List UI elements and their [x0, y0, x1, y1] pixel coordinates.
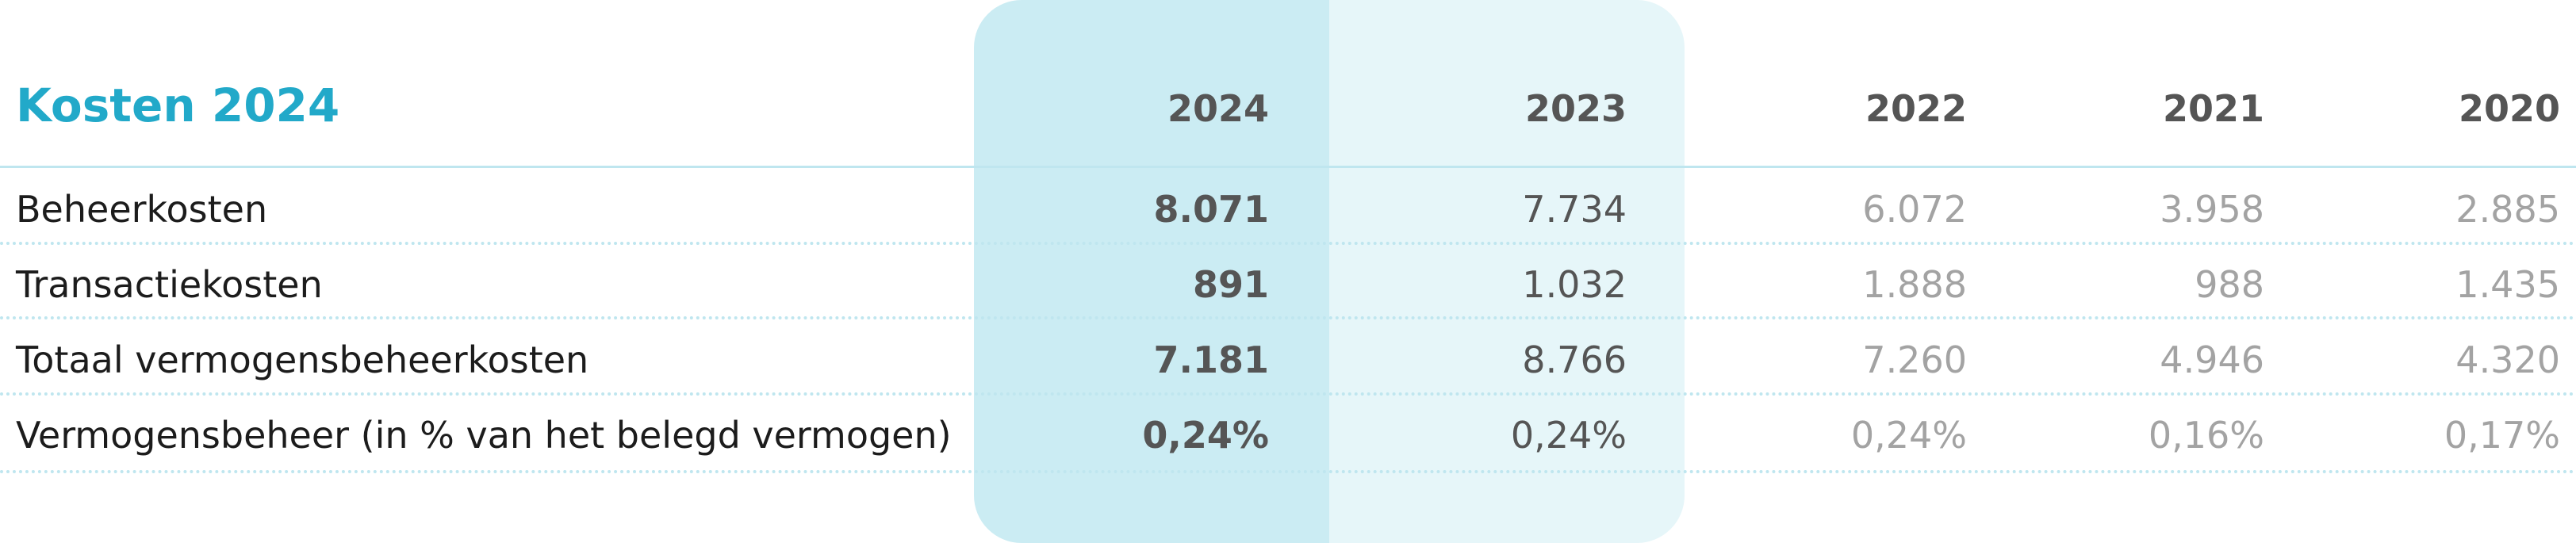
row-label: Totaal vermogensbeheerkosten	[16, 338, 589, 381]
table-cell: 7.181	[1153, 338, 1269, 381]
table-cell: 8.766	[1522, 338, 1627, 381]
header-divider	[0, 166, 2576, 168]
column-header-2024: 2024	[1167, 87, 1269, 130]
table-title: Kosten 2024	[16, 78, 340, 132]
table-cell: 7.260	[1862, 338, 1967, 381]
table-cell: 8.071	[1153, 188, 1269, 231]
table-cell: 0,24%	[1142, 414, 1269, 457]
column-header-2021: 2021	[2162, 87, 2264, 130]
column-header-2023: 2023	[1524, 87, 1627, 130]
row-divider	[0, 316, 2576, 319]
row-divider	[0, 242, 2576, 245]
row-divider	[0, 392, 2576, 396]
column-highlight-2023	[1329, 0, 1685, 543]
row-label: Vermogensbeheer (in % van het belegd ver…	[16, 414, 952, 457]
table-cell: 3.958	[2160, 188, 2264, 231]
row-label: Beheerkosten	[16, 188, 268, 231]
table-cell: 1.888	[1862, 263, 1967, 306]
table-cell: 0,17%	[2444, 414, 2560, 457]
table-cell: 4.946	[2160, 338, 2264, 381]
table-cell: 0,24%	[1850, 414, 1967, 457]
table-cell: 0,16%	[2148, 414, 2264, 457]
table-cell: 4.320	[2455, 338, 2560, 381]
table-cell: 6.072	[1862, 188, 1967, 231]
column-header-2020: 2020	[2458, 87, 2560, 130]
table-cell: 7.734	[1522, 188, 1627, 231]
table-cell: 1.435	[2455, 263, 2560, 306]
column-header-2022: 2022	[1865, 87, 1967, 130]
table-cell: 891	[1192, 263, 1269, 306]
table-cell: 1.032	[1522, 263, 1627, 306]
table-cell: 0,24%	[1510, 414, 1627, 457]
row-label: Transactiekosten	[16, 263, 323, 306]
row-divider	[0, 470, 2576, 473]
table-cell: 2.885	[2455, 188, 2560, 231]
table-cell: 988	[2195, 263, 2264, 306]
column-highlight-2024	[974, 0, 1329, 543]
